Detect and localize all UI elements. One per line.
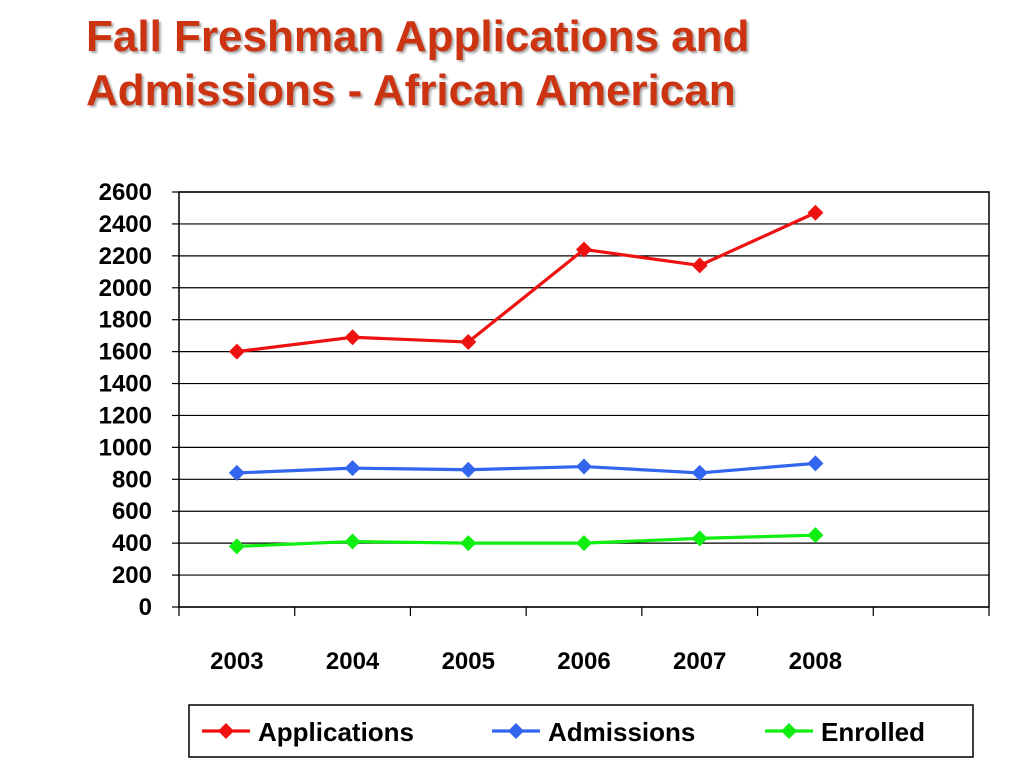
series-applications bbox=[228, 204, 824, 360]
series-enrolled bbox=[228, 527, 824, 555]
data-point-marker bbox=[691, 464, 708, 481]
data-point-marker bbox=[460, 535, 477, 552]
data-point-marker bbox=[344, 329, 361, 346]
slide-title-line-1: Fall Freshman Applications and bbox=[86, 12, 750, 61]
series-line bbox=[236, 461, 816, 475]
legend-label: Applications bbox=[258, 717, 414, 747]
data-point-marker bbox=[576, 535, 592, 552]
axes: 0 200 400 600 800 1000 1200 1400 1600 1800 2000 220… bbox=[99, 179, 990, 675]
y-tick-label: 2600 bbox=[99, 179, 152, 206]
y-tick-label: 1400 bbox=[99, 371, 152, 398]
data-point-marker bbox=[228, 343, 245, 360]
y-tick-label: 200 bbox=[112, 562, 152, 589]
legend: Applications Admissions Enrolled bbox=[188, 704, 974, 758]
data-point-marker bbox=[344, 460, 361, 477]
data-point-marker bbox=[460, 461, 477, 478]
data-point-marker bbox=[691, 257, 708, 274]
data-point-marker bbox=[576, 458, 592, 475]
slide-title-line-2: Admissions - African American bbox=[86, 66, 736, 115]
data-point-marker bbox=[807, 527, 824, 544]
data-point-marker bbox=[344, 533, 361, 550]
y-tick-label: 1600 bbox=[99, 339, 152, 366]
y-tick-label: 1000 bbox=[99, 434, 152, 461]
y-tick-label: 600 bbox=[112, 498, 152, 525]
x-tick-label: 2008 bbox=[789, 648, 842, 675]
legend-swatch-marker bbox=[218, 723, 234, 739]
series-admissions bbox=[228, 455, 824, 481]
x-tick-label: 2005 bbox=[442, 648, 495, 675]
y-tick-label: 2400 bbox=[99, 211, 152, 238]
series-line bbox=[236, 211, 817, 354]
y-tick-label: 2000 bbox=[99, 275, 152, 302]
x-tick-label: 2004 bbox=[326, 648, 380, 675]
x-tick-label: 2007 bbox=[673, 648, 726, 675]
slide-title: Fall Freshman Applications and Admission… bbox=[86, 10, 749, 118]
data-point-marker bbox=[576, 241, 592, 258]
legend-swatch-marker bbox=[781, 723, 797, 739]
data-point-marker bbox=[807, 455, 824, 472]
y-tick-label: 0 bbox=[139, 594, 152, 621]
plot-area-frame bbox=[178, 191, 990, 608]
legend-label: Admissions bbox=[548, 717, 695, 747]
legend-box bbox=[188, 704, 974, 758]
y-tick-label: 1200 bbox=[99, 402, 152, 429]
legend-label: Enrolled bbox=[821, 717, 925, 747]
data-point-marker bbox=[691, 530, 708, 547]
data-point-marker bbox=[228, 464, 245, 481]
y-tick-label: 1800 bbox=[99, 307, 152, 334]
legend-swatch-marker bbox=[508, 723, 524, 739]
data-point-marker bbox=[460, 334, 477, 351]
y-tick-label: 400 bbox=[112, 530, 152, 557]
y-tick-label: 2200 bbox=[99, 243, 152, 270]
y-tick-label: 800 bbox=[112, 466, 152, 493]
data-point-marker bbox=[807, 204, 824, 221]
x-tick-label: 2003 bbox=[210, 648, 263, 675]
series bbox=[228, 204, 824, 555]
data-point-marker bbox=[228, 538, 245, 555]
series-line bbox=[236, 533, 816, 548]
x-tick-label: 2006 bbox=[557, 648, 610, 675]
